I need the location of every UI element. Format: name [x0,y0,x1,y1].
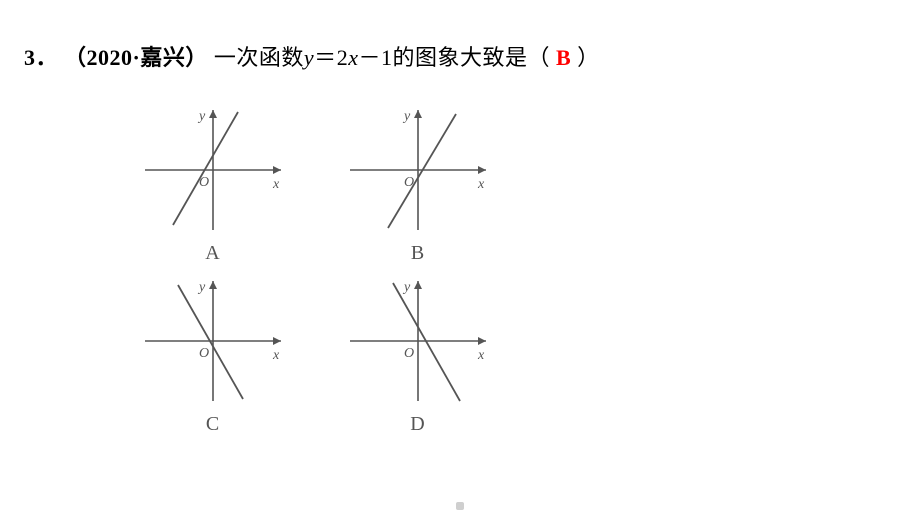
question-number: 3． [24,45,58,70]
option-label-C: C [206,413,219,436]
stem-pre: 一次函数 [214,45,304,70]
svg-text:x: x [477,348,485,363]
option-cell-C: y x O C [110,271,315,436]
answer-letter: B [556,45,571,70]
option-cell-B: y x O B [315,100,520,265]
svg-text:y: y [402,109,411,124]
svg-text:x: x [272,177,280,192]
paren-close: ） [577,45,600,70]
options-row-1: y x O A y x O B [110,100,520,265]
eq-sign: ＝ [314,45,337,70]
svg-text:O: O [404,175,414,190]
svg-text:x: x [272,348,280,363]
plot-C: y x O [133,271,293,411]
plot-B: y x O [338,100,498,240]
var-y: y [304,45,314,70]
stem-tail: －1的图象大致是（ [358,45,550,70]
plot-D: y x O [338,271,498,411]
option-label-A: A [205,242,219,265]
svg-text:x: x [477,177,485,192]
var-x: x [348,45,358,70]
svg-text:y: y [402,280,411,295]
svg-text:O: O [199,175,209,190]
svg-text:O: O [404,346,414,361]
svg-text:y: y [197,109,206,124]
page-indicator-icon [456,502,464,510]
plot-A: y x O [133,100,293,240]
option-label-D: D [410,413,424,436]
options-row-2: y x O C y x O D [110,271,520,436]
options-grid: y x O A y x O B y x O C y x O D [110,100,520,436]
option-label-B: B [411,242,424,265]
svg-text:y: y [197,280,206,295]
source-close: ） [185,45,208,70]
source-open: （ [64,45,87,70]
coef: 2 [337,45,349,70]
question-line: 3． （2020·嘉兴） 一次函数y＝2x－1的图象大致是（ B ） [24,40,600,72]
source-text: 2020·嘉兴 [87,45,186,70]
svg-text:O: O [199,346,209,361]
option-cell-A: y x O A [110,100,315,265]
option-cell-D: y x O D [315,271,520,436]
